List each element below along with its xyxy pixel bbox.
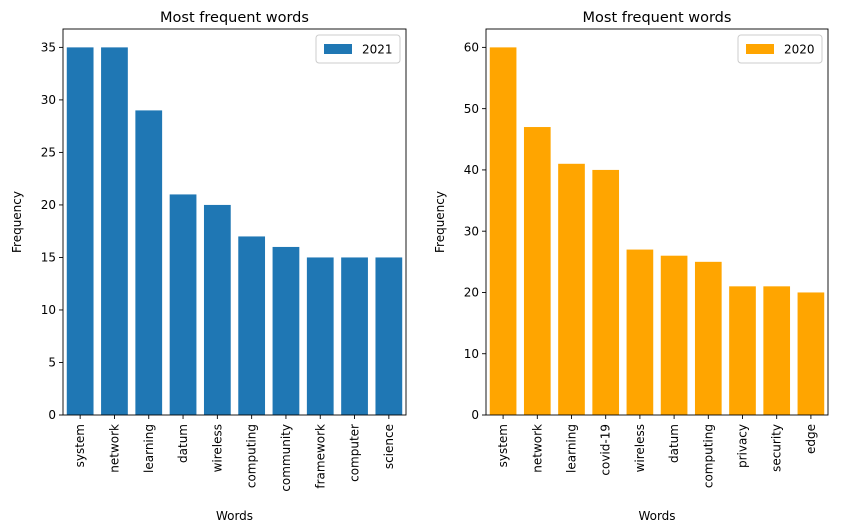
legend-label: 2020 <box>784 43 815 57</box>
x-tick-label-framework: framework <box>313 424 327 489</box>
y-tick-label: 30 <box>464 224 479 238</box>
y-tick-label: 20 <box>41 198 56 212</box>
x-tick-label-computer: computer <box>348 424 362 482</box>
x-tick-label-datum: datum <box>176 424 190 463</box>
x-tick-label-learning: learning <box>142 424 156 473</box>
y-axis-label: Frequency <box>433 191 447 253</box>
bar-learning <box>135 110 163 415</box>
y-tick-label: 10 <box>41 303 56 317</box>
y-tick-label: 30 <box>41 93 56 107</box>
x-tick-label-system: system <box>496 424 510 467</box>
x-tick-label-wireless: wireless <box>633 424 647 472</box>
y-tick-label: 10 <box>464 347 479 361</box>
x-tick-label-security: security <box>770 424 784 472</box>
bar-network <box>523 127 551 416</box>
x-tick-label-science: science <box>382 424 396 469</box>
x-tick-label-wireless: wireless <box>210 424 224 472</box>
y-tick-label: 25 <box>41 146 56 160</box>
y-tick-label: 5 <box>48 356 56 370</box>
bar-network <box>101 47 128 415</box>
x-tick-label-community: community <box>279 424 293 492</box>
bar-computing <box>694 261 722 415</box>
x-tick-label-computing: computing <box>701 424 715 488</box>
x-tick-label-learning: learning <box>565 424 579 473</box>
chart-title: Most frequent words <box>160 10 309 26</box>
x-tick-label-system: system <box>73 424 87 467</box>
bar-security <box>763 286 791 415</box>
y-tick-label: 0 <box>48 408 56 422</box>
bar-wireless <box>626 249 654 415</box>
axes-frame <box>485 28 829 416</box>
bar-community <box>272 246 300 415</box>
bar-datum <box>660 255 688 415</box>
bar-system <box>66 47 94 415</box>
legend-box <box>315 34 401 64</box>
legend-swatch <box>746 44 774 54</box>
chart-panel-2020: Most frequent words 0 10 20 30 40 50 60 system ne… <box>433 10 829 523</box>
bar-science <box>375 257 403 415</box>
bar-privacy <box>729 286 756 415</box>
legend-swatch <box>324 44 352 54</box>
bar-covid-19 <box>592 169 620 415</box>
x-tick-label-network: network <box>530 424 544 473</box>
chart-panel-2021: Most frequent words 0 5 10 15 20 25 30 35 system n… <box>10 10 407 523</box>
bar-learning <box>558 163 585 415</box>
x-tick-label-privacy: privacy <box>736 424 750 468</box>
x-axis-label: Words <box>638 509 675 523</box>
x-tick-label-datum: datum <box>667 424 681 463</box>
y-tick-label: 20 <box>464 286 479 300</box>
legend: 2020 <box>737 34 823 64</box>
bar-computer <box>341 257 368 415</box>
axes-frame <box>62 28 407 416</box>
bar-computing <box>238 236 266 415</box>
y-tick-label: 50 <box>464 102 479 116</box>
y-axis-label: Frequency <box>10 191 24 253</box>
x-tick-label-covid-19: covid-19 <box>599 424 613 476</box>
y-tick-label: 0 <box>471 408 479 422</box>
x-tick-label-edge: edge <box>804 424 818 454</box>
bar-edge <box>797 292 825 415</box>
legend-label: 2021 <box>362 43 393 57</box>
x-tick-label-computing: computing <box>245 424 259 488</box>
bar-datum <box>169 194 197 415</box>
x-axis-label: Words <box>216 509 253 523</box>
legend-box <box>737 34 823 64</box>
bar-wireless <box>203 204 231 415</box>
bar-system <box>489 47 517 415</box>
y-tick-label: 40 <box>464 163 479 177</box>
chart-title: Most frequent words <box>583 10 732 26</box>
y-tick-label: 15 <box>41 251 56 265</box>
legend: 2021 <box>315 34 401 64</box>
y-tick-label: 35 <box>41 41 56 55</box>
y-tick-label: 60 <box>464 41 479 55</box>
x-tick-label-network: network <box>107 424 121 473</box>
bar-framework <box>306 257 334 415</box>
